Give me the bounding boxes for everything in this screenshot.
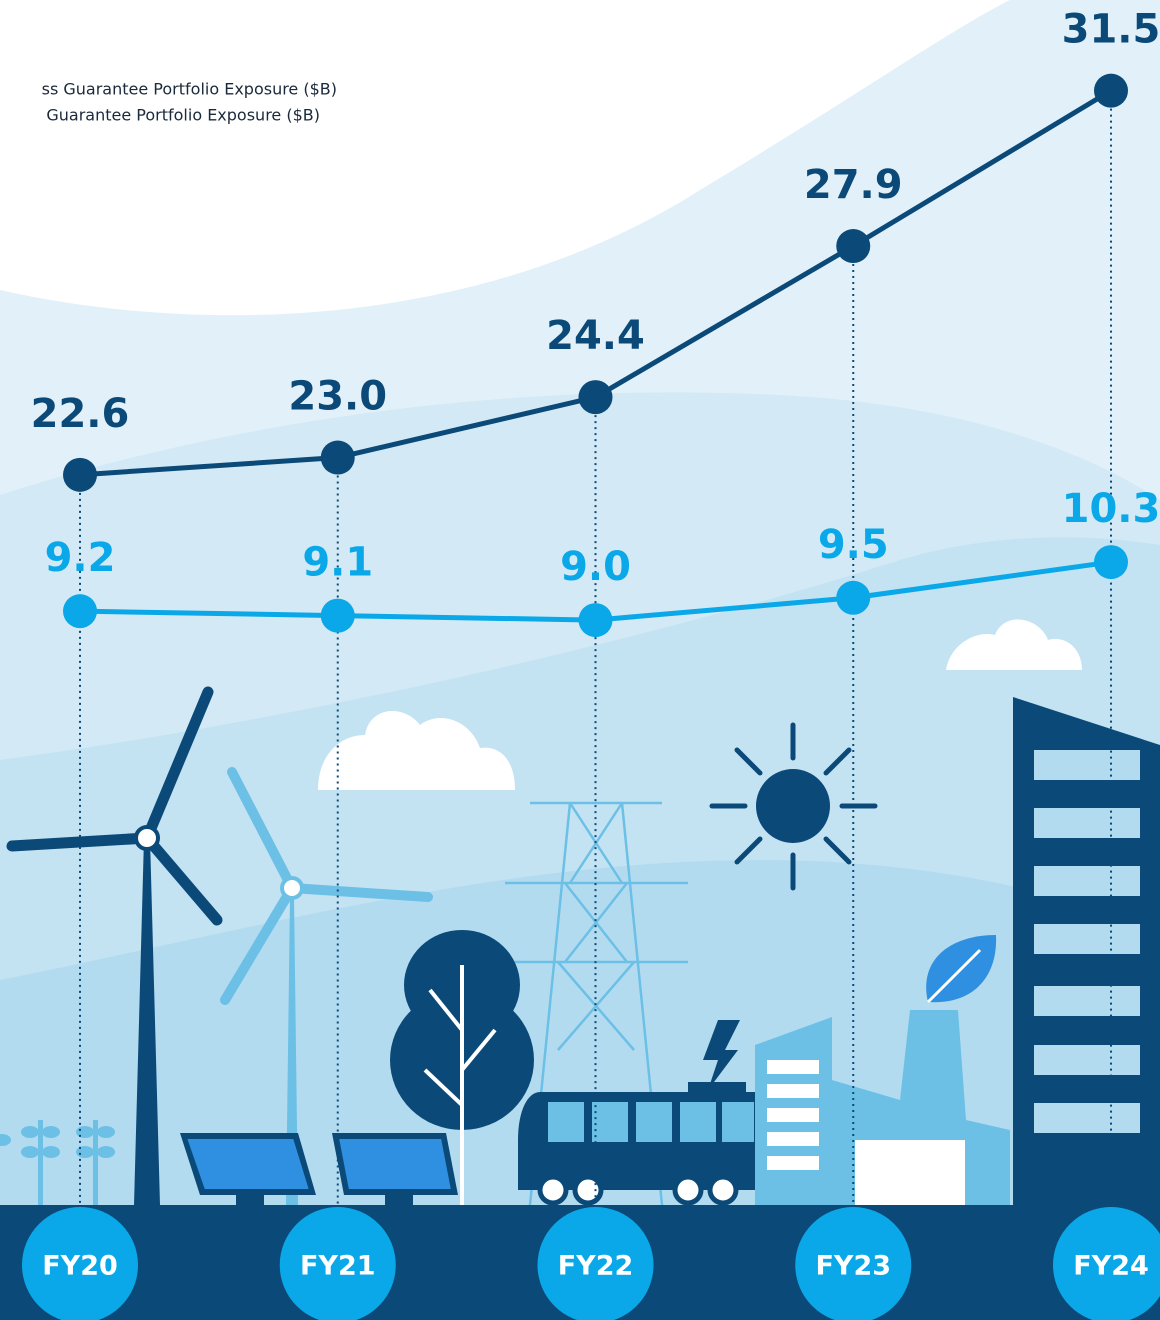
data-label: 22.6 bbox=[31, 391, 130, 437]
data-point bbox=[63, 594, 97, 628]
data-point bbox=[63, 458, 97, 492]
data-label: 9.2 bbox=[45, 535, 116, 581]
data-label: 27.9 bbox=[804, 162, 903, 208]
data-label: 9.5 bbox=[818, 522, 889, 568]
data-label: 23.0 bbox=[288, 374, 387, 420]
data-point bbox=[321, 599, 355, 633]
data-label: 31.5 bbox=[1062, 7, 1160, 53]
x-tick-label: FY20 bbox=[42, 1251, 118, 1282]
legend-label: ss Guarantee Portfolio Exposure ($B) bbox=[42, 80, 337, 99]
data-point bbox=[836, 581, 870, 615]
data-point bbox=[579, 603, 613, 637]
data-label: 9.0 bbox=[560, 544, 631, 590]
data-point bbox=[321, 441, 355, 475]
page: {"chart_data": {"type": "line", "categor… bbox=[0, 0, 1160, 1320]
x-tick-label: FY22 bbox=[558, 1251, 634, 1282]
data-label: 24.4 bbox=[546, 313, 645, 359]
data-label: 10.3 bbox=[1062, 486, 1160, 532]
data-point bbox=[579, 380, 613, 414]
x-tick-label: FY23 bbox=[815, 1251, 891, 1282]
data-point bbox=[1094, 74, 1128, 108]
chart: ss Guarantee Portfolio Exposure ($B) Gua… bbox=[0, 0, 1160, 1320]
data-point bbox=[836, 229, 870, 263]
legend-label: Guarantee Portfolio Exposure ($B) bbox=[46, 106, 320, 125]
data-point bbox=[1094, 545, 1128, 579]
data-label: 9.1 bbox=[302, 540, 373, 586]
x-tick-label: FY21 bbox=[300, 1251, 376, 1282]
x-tick-label: FY24 bbox=[1073, 1251, 1149, 1282]
